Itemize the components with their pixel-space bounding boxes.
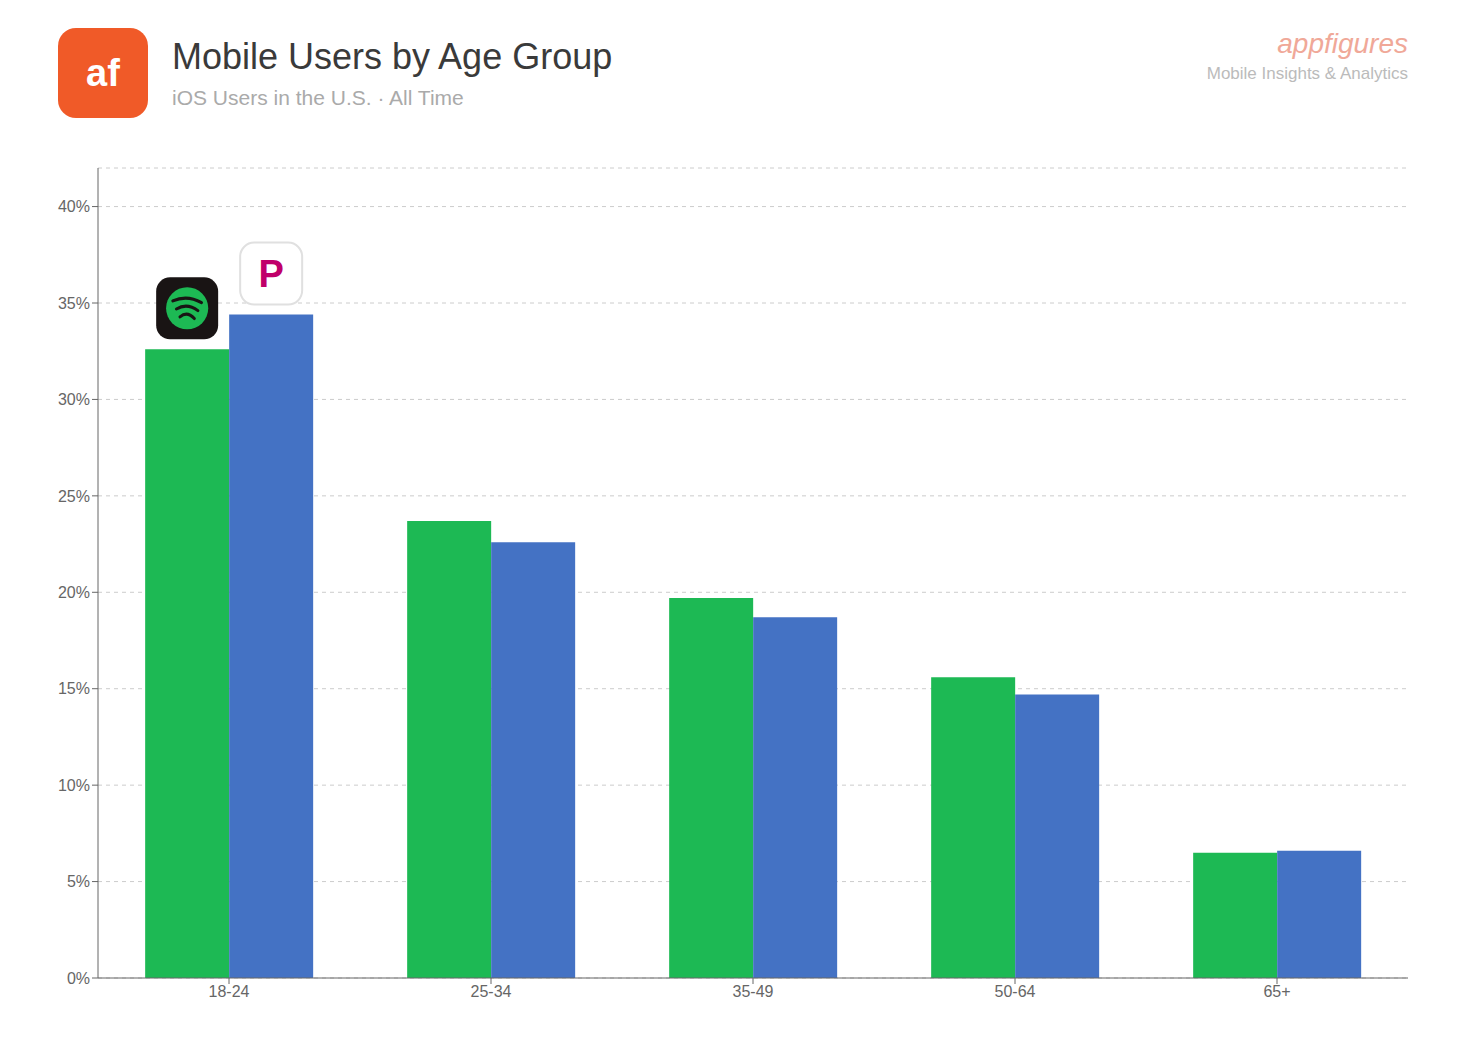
svg-text:65+: 65+	[1263, 983, 1290, 1000]
svg-text:25%: 25%	[58, 488, 90, 505]
svg-text:15%: 15%	[58, 680, 90, 697]
svg-text:18-24: 18-24	[209, 983, 250, 1000]
svg-text:40%: 40%	[58, 198, 90, 215]
html-text:Mobile Insights & Analytics: Mobile Insights & Analytics	[1206, 64, 1408, 83]
svg-text:20%: 20%	[58, 584, 90, 601]
svg-text:5%: 5%	[67, 873, 90, 890]
html-text:af: af	[86, 51, 120, 94]
html-text:iOS Users in the U.S. · All Ti: iOS Users in the U.S. · All Time	[172, 86, 464, 109]
svg-text:35-49: 35-49	[733, 983, 774, 1000]
html-text:appfigures: appfigures	[1277, 28, 1408, 59]
svg-text:50-64: 50-64	[995, 983, 1036, 1000]
svg-text:30%: 30%	[58, 391, 90, 408]
svg-text:35%: 35%	[58, 295, 90, 312]
html-text:Mobile Users by Age Group: Mobile Users by Age Group	[172, 36, 613, 77]
svg-text:25-34: 25-34	[471, 983, 512, 1000]
svg-text:10%: 10%	[58, 777, 90, 794]
svg-text:0%: 0%	[67, 970, 90, 987]
svg-text:P: P	[258, 253, 283, 295]
